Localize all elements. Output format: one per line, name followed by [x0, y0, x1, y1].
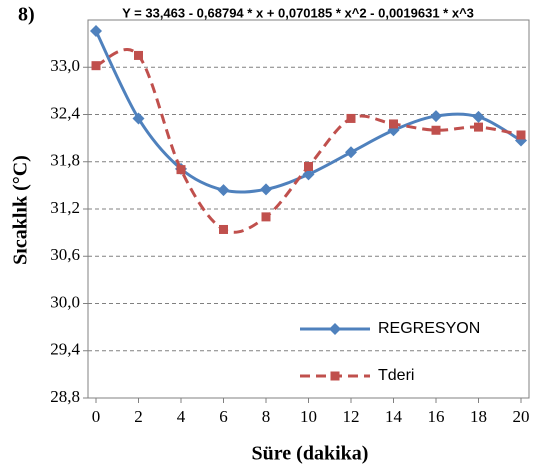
marker: [304, 161, 313, 171]
legend-label: Tderi: [378, 367, 414, 384]
marker: [260, 183, 272, 196]
y-tick-label: 33,0: [50, 56, 80, 75]
legend-label: REGRESYON: [378, 320, 480, 337]
marker: [472, 110, 485, 123]
y-axis-label: Sıcaklık (°C): [10, 155, 32, 265]
x-tick-label: 8: [262, 407, 271, 426]
y-tick-label: 30,0: [50, 292, 80, 311]
marker: [219, 224, 228, 234]
x-tick-label: 2: [134, 407, 143, 426]
x-tick-label: 10: [300, 407, 317, 426]
marker: [134, 50, 143, 60]
panel-label: 8): [18, 4, 35, 26]
y-tick-label: 30,6: [50, 245, 80, 264]
marker: [217, 184, 230, 197]
marker: [430, 110, 442, 123]
marker: [345, 146, 357, 159]
marker: [90, 25, 102, 38]
marker: [176, 165, 186, 175]
marker: [431, 125, 441, 135]
x-tick-label: 6: [219, 407, 228, 426]
plot-frame: [87, 19, 530, 399]
y-tick-label: 29,4: [50, 340, 80, 359]
x-tick-label: 0: [92, 407, 101, 426]
legend-marker: [330, 371, 340, 381]
x-tick-label: 16: [428, 407, 445, 426]
marker: [474, 122, 483, 132]
x-axis-label: Süre (dakika): [252, 443, 369, 465]
marker: [516, 130, 526, 140]
legend-marker: [329, 323, 341, 335]
marker: [91, 61, 101, 71]
chart-title: Y = 33,463 - 0,68794 * x + 0,070185 * x^…: [122, 5, 474, 20]
x-tick-label: 18: [470, 407, 487, 426]
x-tick-label: 4: [177, 407, 186, 426]
series-line: [95, 48, 522, 234]
x-tick-label: 12: [343, 407, 360, 426]
y-tick-label: 28,8: [50, 387, 80, 406]
x-tick-label: 14: [385, 407, 403, 426]
marker: [346, 113, 356, 123]
marker: [389, 119, 398, 129]
y-tick-label: 32,4: [50, 103, 80, 122]
y-tick-label: 31,8: [50, 151, 80, 170]
y-tick-label: 31,2: [50, 198, 80, 217]
marker: [132, 112, 145, 125]
marker: [261, 212, 271, 222]
x-tick-label: 20: [513, 407, 530, 426]
